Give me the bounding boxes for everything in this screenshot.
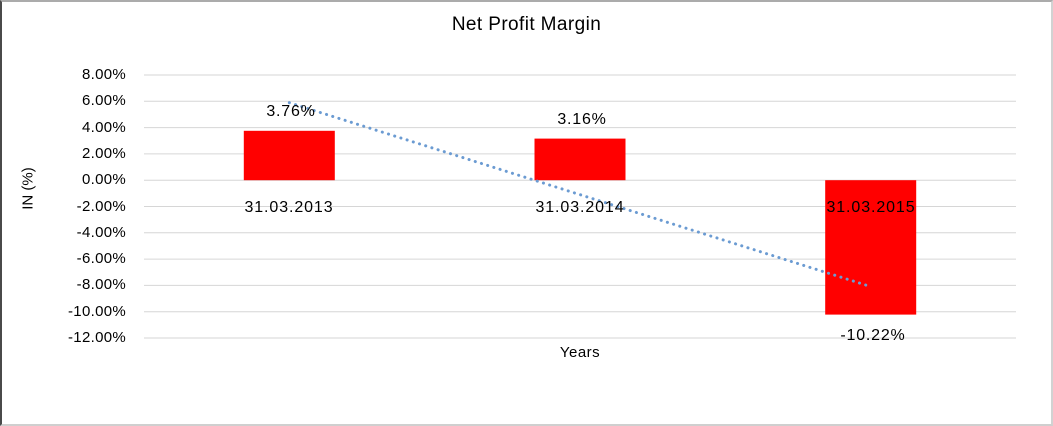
y-tick-label: -2.00% <box>76 198 126 215</box>
chart-title: Net Profit Margin <box>451 14 602 35</box>
y-tick-label: -12.00% <box>68 329 126 346</box>
y-tick-label: -8.00% <box>76 276 126 293</box>
trendline <box>287 101 873 289</box>
bar <box>825 180 917 315</box>
bar-value-label: 3.76% <box>266 103 316 120</box>
category-label: 31.03.2013 <box>244 199 334 216</box>
y-tick-label: 2.00% <box>81 145 126 162</box>
y-tick-label: 4.00% <box>81 119 126 136</box>
bar-value-label: -10.22% <box>840 327 906 344</box>
bar <box>243 130 335 181</box>
y-tick-label: 0.00% <box>81 171 126 188</box>
y-tick-label: 8.00% <box>81 66 126 83</box>
x-axis-title: Years <box>559 344 601 361</box>
y-tick-label: -4.00% <box>76 224 126 241</box>
y-tick-label: -6.00% <box>76 250 126 267</box>
y-tick-label: 6.00% <box>81 92 126 109</box>
bar-value-label: 3.16% <box>557 111 607 128</box>
bar <box>534 138 626 181</box>
category-label: 31.03.2014 <box>535 199 625 216</box>
category-label: 31.03.2015 <box>826 199 916 216</box>
y-tick-label: -10.00% <box>68 303 126 320</box>
